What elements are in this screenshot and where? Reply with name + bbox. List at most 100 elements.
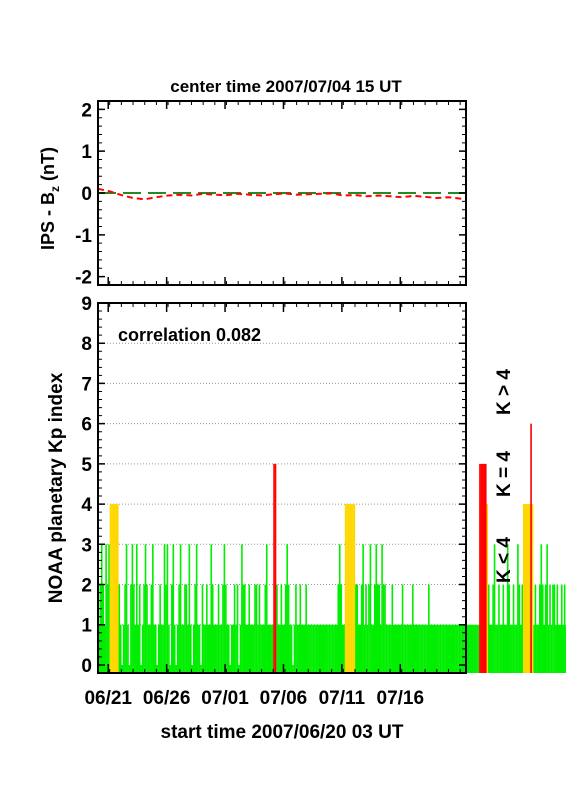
- kp-bar: [203, 624, 205, 673]
- kp-bar: [563, 584, 566, 673]
- kp-y-tick-label: 1: [81, 616, 92, 637]
- bz-y-axis: -2 -1 0 1 2: [75, 100, 466, 289]
- bz-y-tick-label: 1: [81, 142, 92, 163]
- kp-bar: [540, 544, 543, 673]
- kp-bar: [400, 624, 402, 673]
- kp-bar: [232, 624, 234, 673]
- kp-bar: [176, 624, 179, 673]
- kp-bar: [553, 584, 556, 673]
- kp-bar: [476, 624, 478, 673]
- kp-bar: [175, 664, 178, 673]
- kp-bar: [287, 584, 290, 673]
- kp-y-tick-label: 2: [81, 576, 92, 597]
- kp-bar: [257, 624, 259, 673]
- kp-bar: [106, 584, 109, 673]
- kp-bar: [178, 584, 180, 673]
- kp-bar: [517, 544, 519, 673]
- kp-bar: [436, 624, 439, 673]
- kp-bar: [439, 624, 442, 673]
- kp-bar: [423, 624, 426, 673]
- kp-bar: [197, 624, 199, 673]
- kp-bar: [248, 584, 251, 673]
- legend-mid: K = 4: [494, 451, 515, 497]
- kp-bar: [103, 624, 106, 673]
- kp-bar: [489, 624, 491, 673]
- kp-y-tick-label: 6: [81, 415, 92, 436]
- kp-bar: [195, 544, 198, 673]
- kp-panel: 0 1 2 3 4 5 6 7 8 9 06/21 06/26 07/01 07/06 07/11 07/1…: [46, 294, 566, 709]
- kp-bar: [536, 624, 538, 673]
- kp-bar: [355, 584, 357, 673]
- kp-bar: [220, 624, 223, 673]
- kp-bar: [230, 624, 233, 673]
- kp-bar: [381, 544, 383, 673]
- kp-bar: [213, 624, 215, 673]
- kp-y-tick-label: 5: [81, 455, 92, 476]
- kp-bar: [252, 624, 255, 673]
- kp-x-tick-label: 06/21: [84, 688, 132, 709]
- kp-bar: [296, 624, 299, 673]
- kp-bar: [350, 504, 353, 673]
- kp-bar: [188, 544, 191, 673]
- kp-bar: [533, 624, 535, 673]
- kp-bar: [471, 624, 474, 673]
- kp-bar: [295, 584, 297, 673]
- kp-bar: [531, 504, 534, 673]
- bz-plot-area: [97, 187, 467, 201]
- kp-bar: [239, 624, 242, 673]
- kp-bar: [422, 624, 424, 673]
- kp-bar: [409, 624, 411, 673]
- kp-bar: [146, 584, 148, 673]
- kp-bar: [372, 624, 375, 673]
- kp-bar: [508, 584, 510, 673]
- kp-bar: [499, 624, 502, 673]
- kp-bar: [311, 624, 313, 673]
- kp-bar: [555, 624, 557, 673]
- kp-bar: [454, 624, 456, 673]
- kp-bar: [111, 504, 113, 673]
- kp-bar: [511, 624, 513, 673]
- kp-bar: [153, 624, 156, 673]
- kp-bar: [539, 584, 541, 673]
- kp-bar: [122, 624, 125, 673]
- kp-bar: [229, 664, 232, 673]
- kp-bar: [290, 624, 293, 673]
- kp-bar: [185, 584, 188, 673]
- kp-bar: [102, 584, 104, 673]
- kp-bar: [317, 624, 319, 673]
- kp-bar: [442, 624, 445, 673]
- kp-bar: [268, 624, 271, 673]
- kp-bar: [184, 584, 186, 673]
- kp-bar: [258, 584, 261, 673]
- kp-bar: [460, 624, 462, 673]
- kp-bar: [512, 584, 515, 673]
- kp-bar: [455, 624, 458, 673]
- kp-bar: [260, 624, 262, 673]
- bz-ips-line: [97, 187, 467, 201]
- kp-bar: [369, 544, 372, 673]
- kp-bar: [398, 624, 401, 673]
- kp-bar: [397, 624, 399, 673]
- kp-bar: [135, 544, 138, 673]
- kp-bar: [492, 584, 494, 673]
- kp-bar: [506, 544, 509, 673]
- kp-bar: [522, 504, 525, 673]
- kp-bar: [428, 584, 430, 673]
- kp-bar: [336, 624, 338, 673]
- kp-bar: [207, 624, 210, 673]
- kp-bar: [267, 624, 270, 673]
- kp-bar: [473, 624, 475, 673]
- kp-bar: [353, 504, 356, 673]
- kp-bar: [115, 504, 118, 673]
- bz-y-tick-label: 0: [81, 184, 92, 205]
- kp-bar: [385, 624, 388, 673]
- kp-bar: [419, 624, 421, 673]
- kp-bar: [286, 544, 288, 673]
- kp-bar: [490, 624, 493, 673]
- kp-bar: [208, 624, 211, 673]
- kp-bar: [116, 504, 119, 673]
- kp-bar: [289, 624, 291, 673]
- kp-bar: [414, 624, 417, 673]
- kp-bar: [496, 624, 499, 673]
- kp-bar: [200, 664, 202, 673]
